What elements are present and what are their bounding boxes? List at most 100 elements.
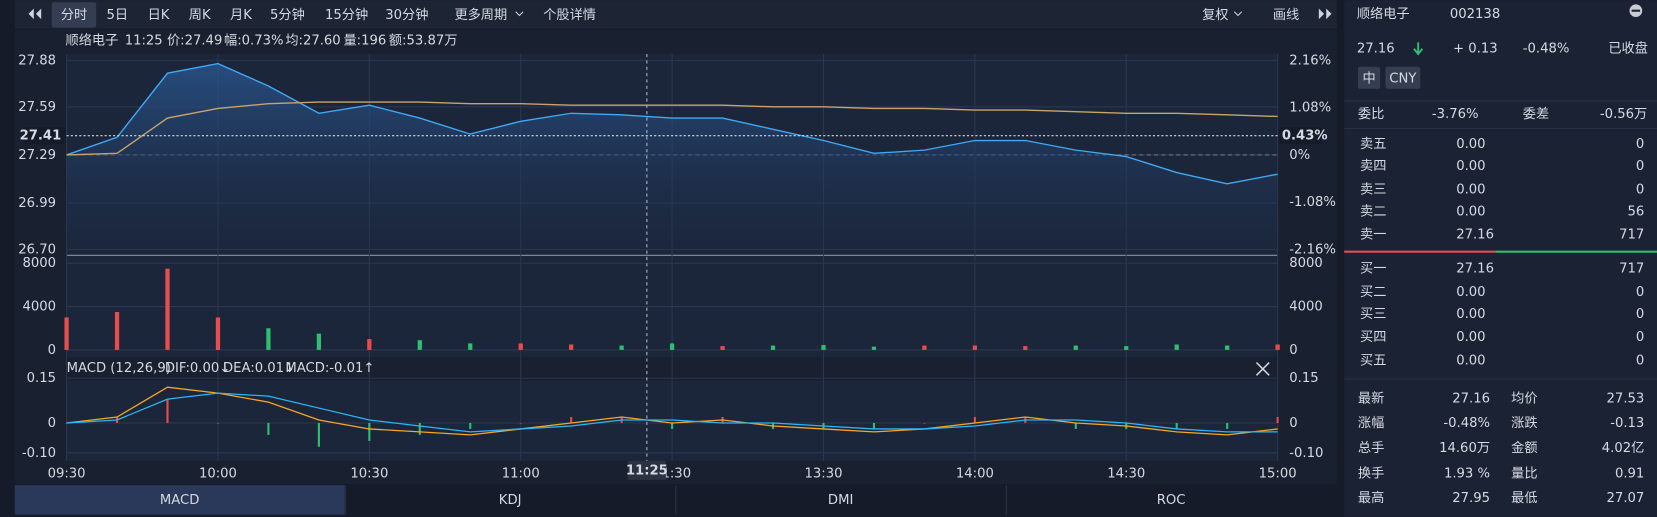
dif-line xyxy=(66,386,1278,436)
volume-bar xyxy=(1275,344,1280,350)
y2-tick-label: 1.08% xyxy=(1289,101,1331,116)
stat-label: 涨跌 xyxy=(1511,415,1537,431)
book-price: 0.00 xyxy=(1456,285,1485,300)
period-tab[interactable]: 周K xyxy=(189,8,211,23)
book-volume: 0 xyxy=(1636,182,1644,197)
cursor-info: 均:27.60 xyxy=(285,32,340,48)
indicator-tab[interactable]: KDJ xyxy=(499,493,522,508)
volume-bar xyxy=(266,328,271,350)
y-tick-label: 27.29 xyxy=(18,148,56,163)
book-price: 0.00 xyxy=(1456,330,1485,345)
quote-name: 顺络电子 xyxy=(1357,6,1410,22)
book-price: 0.00 xyxy=(1456,353,1485,368)
stat-label: 金额 xyxy=(1511,440,1537,456)
volume-bar xyxy=(1073,345,1078,350)
stat-value: -0.48% xyxy=(1443,416,1490,431)
quote-code: 002138 xyxy=(1450,7,1500,22)
cursor-info: 幅:0.73% xyxy=(224,32,284,48)
macd-bar xyxy=(267,422,270,435)
period-tab[interactable]: 月K xyxy=(230,8,252,23)
cursor-info: 价:27.49 xyxy=(167,33,222,48)
y-tick-label: -0.10 xyxy=(22,446,56,461)
stat-label: 换手 xyxy=(1358,466,1384,482)
y2-tick-label: 0 xyxy=(1289,416,1297,431)
dropdown-caret xyxy=(515,11,524,17)
close-icon[interactable] xyxy=(1255,362,1270,376)
volume-bar xyxy=(871,346,877,350)
x-tick-label: 10:00 xyxy=(199,467,237,482)
volume-bar xyxy=(922,345,927,350)
marker-box xyxy=(1278,127,1321,145)
volume-bar xyxy=(1124,346,1129,350)
period-tab[interactable]: 个股详情 xyxy=(543,7,596,23)
stat-label: 最高 xyxy=(1358,489,1384,506)
book-price: 0.00 xyxy=(1456,182,1485,197)
book-label: 买三 xyxy=(1360,306,1386,322)
x-tick-label: 10:30 xyxy=(350,467,388,482)
macd-bar xyxy=(166,399,169,423)
macd-bar xyxy=(1276,417,1279,423)
period-tab[interactable]: 日K xyxy=(148,8,170,23)
stat-value: -0.13 xyxy=(1610,416,1644,431)
cursor-time: 11:25 xyxy=(125,33,163,48)
stat-value: 27.07 xyxy=(1607,491,1645,506)
book-volume: 717 xyxy=(1619,228,1644,243)
y-tick-label: 0 xyxy=(48,343,56,358)
volume-bar xyxy=(316,333,321,350)
indicator-tab[interactable]: DMI xyxy=(828,493,853,508)
book-volume: 0 xyxy=(1636,307,1644,322)
indicator-tab[interactable]: MACD xyxy=(160,493,200,508)
period-tab[interactable]: 5分钟 xyxy=(270,6,305,23)
cursor-info: 额:53.87万 xyxy=(389,32,458,48)
y2-tick-label: 0% xyxy=(1289,148,1310,163)
macd-legend: DIF:0.00↓ xyxy=(165,361,230,376)
currency-button[interactable]: 中 xyxy=(1362,70,1375,86)
tool-button[interactable]: 复权 xyxy=(1202,6,1228,23)
x-tick-label: 14:30 xyxy=(1107,467,1145,482)
stat-label: 最新 xyxy=(1358,391,1384,407)
book-label: 卖二 xyxy=(1360,203,1386,219)
volume-bar xyxy=(1225,345,1230,350)
book-price: 27.16 xyxy=(1456,228,1494,243)
book-volume: 0 xyxy=(1636,285,1644,300)
macd-bar xyxy=(1175,422,1178,429)
period-tab[interactable]: 5日 xyxy=(107,8,129,23)
x-tick-label: 15:00 xyxy=(1259,467,1297,482)
tool-button[interactable]: 画线 xyxy=(1273,7,1299,23)
period-tab[interactable]: 更多周期 xyxy=(454,6,507,23)
y2-tick-label: 2.16% xyxy=(1289,53,1331,68)
macd-bar xyxy=(469,422,472,429)
book-price: 0.00 xyxy=(1456,137,1485,152)
currency-button-bg xyxy=(1357,66,1381,89)
macd-bar xyxy=(65,422,68,424)
macd-bar xyxy=(216,422,220,424)
macd-bar xyxy=(671,422,674,429)
period-tab[interactable]: 15分钟 xyxy=(325,6,368,23)
volume-bar xyxy=(518,343,523,350)
stat-value: 27.16 xyxy=(1452,392,1490,407)
macd-bar xyxy=(872,422,875,429)
book-volume: 0 xyxy=(1636,330,1644,345)
book-price: 0.00 xyxy=(1456,204,1485,219)
prev-arrow[interactable] xyxy=(28,8,42,20)
y2-tick-label: 0.15 xyxy=(1289,371,1318,386)
next-arrow[interactable] xyxy=(1318,8,1332,20)
period-tab[interactable]: 分时 xyxy=(61,7,87,23)
y-tick-label: 0.15 xyxy=(27,371,56,386)
toolbar xyxy=(14,0,1337,29)
stat-label: 量比 xyxy=(1511,466,1537,482)
stat-value: 27.53 xyxy=(1607,392,1645,407)
y-tick-label: 27.88 xyxy=(18,53,56,68)
book-volume: 0 xyxy=(1636,137,1644,152)
stat-label: 涨幅 xyxy=(1358,415,1384,431)
ratio-value: -3.76% xyxy=(1432,107,1479,122)
volume-bar xyxy=(619,345,624,350)
currency-button[interactable]: CNY xyxy=(1389,71,1417,86)
book-label: 卖三 xyxy=(1360,181,1386,197)
indicator-tab[interactable]: ROC xyxy=(1157,493,1186,508)
y-tick-label: 26.99 xyxy=(18,196,56,211)
period-tab[interactable]: 30分钟 xyxy=(385,6,428,23)
macd-title: MACD (12,26,9) xyxy=(67,361,171,376)
